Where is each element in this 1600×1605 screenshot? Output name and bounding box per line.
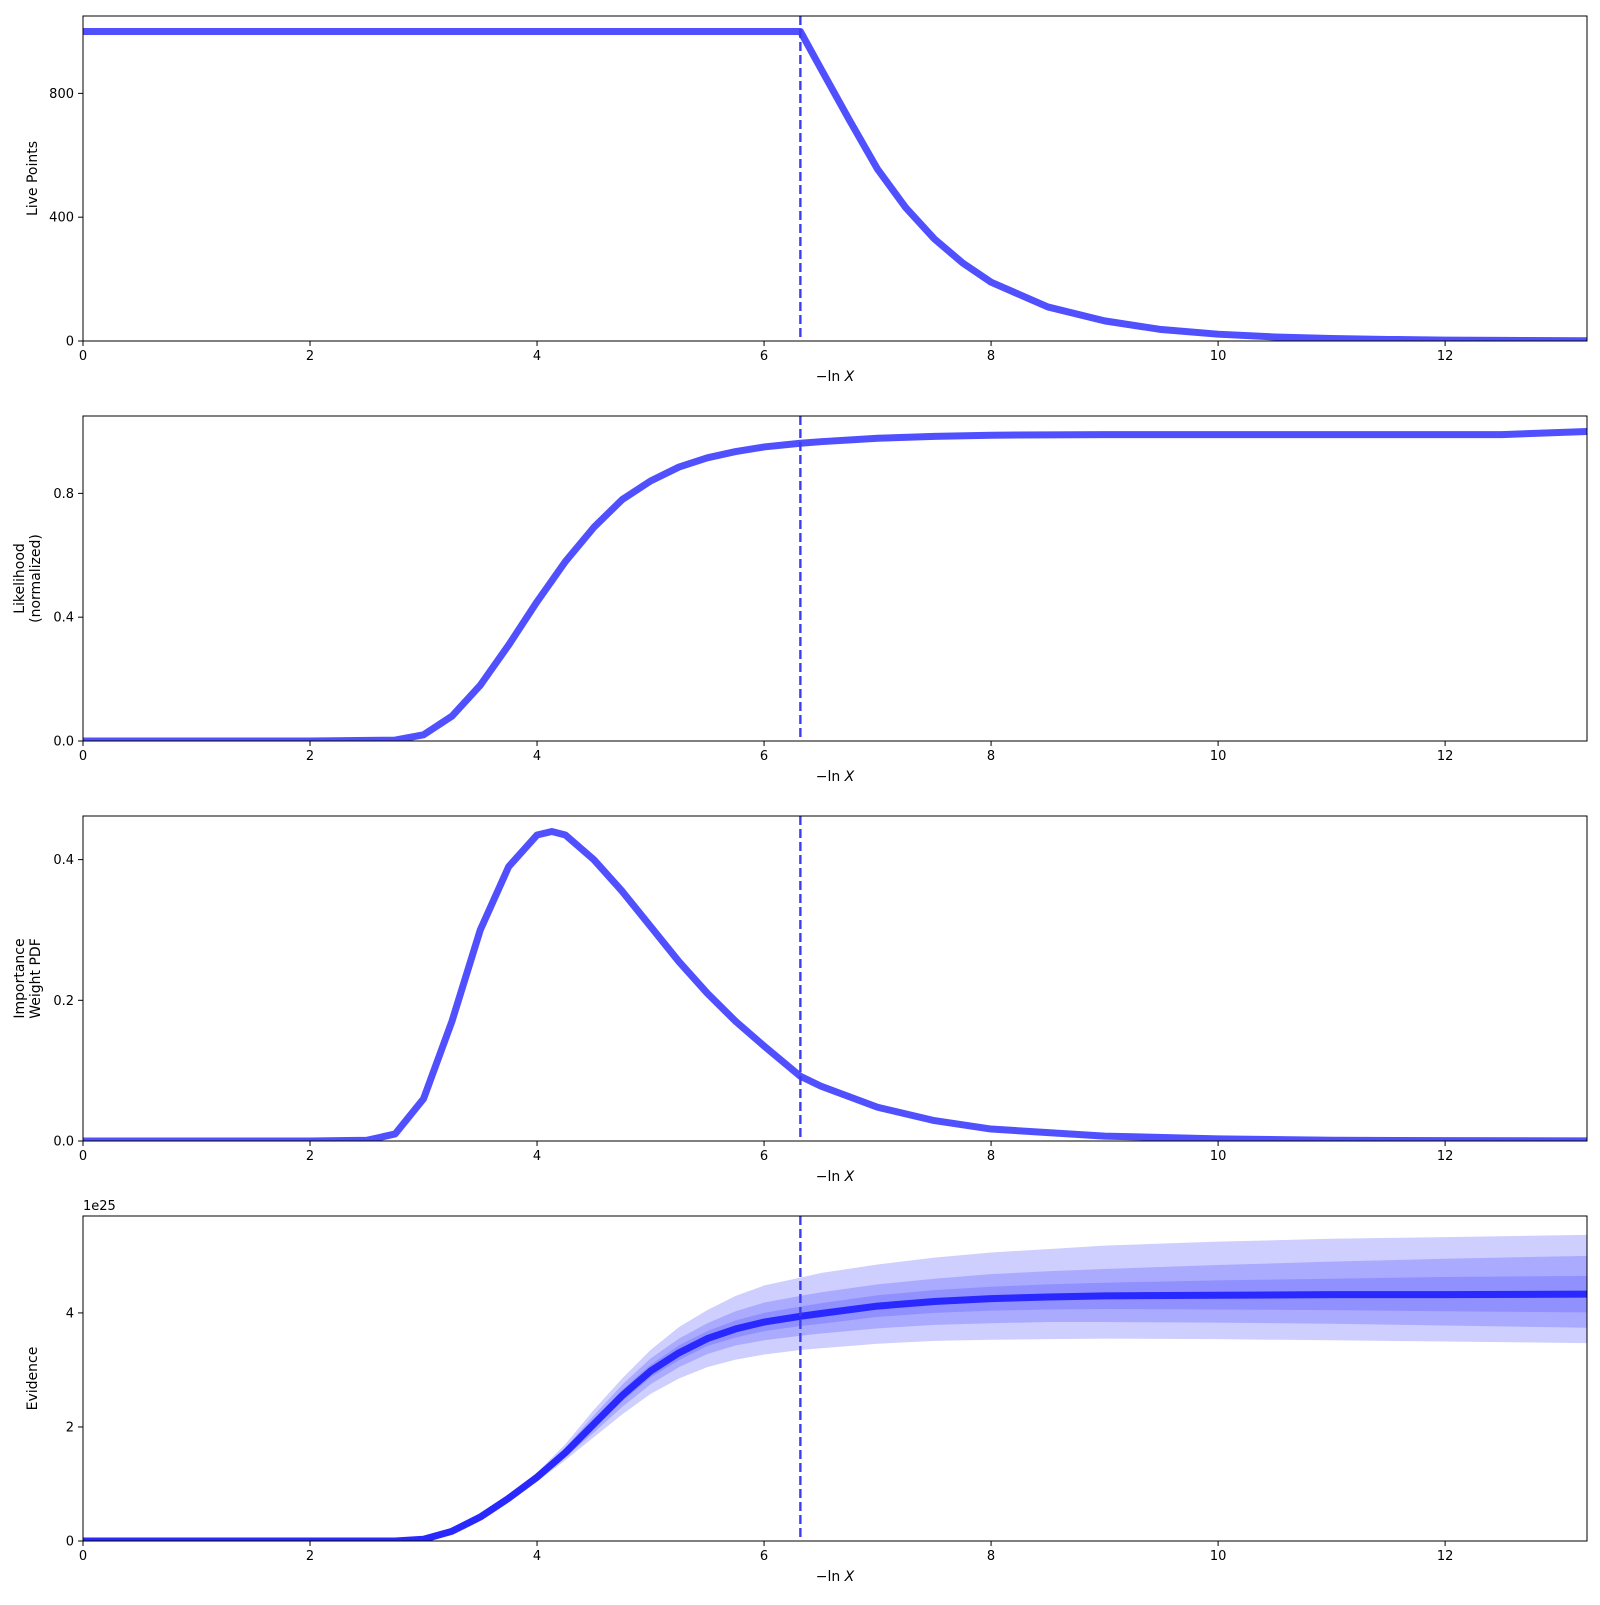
y-tick-label: 0.4 [53,611,74,626]
plot-area [83,16,1587,341]
x-tick-label: 2 [306,749,314,764]
y-tick-label: 0 [66,335,74,350]
y-tick-label: 0.0 [53,1135,74,1150]
y-axis-label: (normalized) [28,534,44,623]
x-tick-label: 2 [306,1149,314,1164]
x-tick-label: 0 [79,749,87,764]
axes-frame [82,415,1588,742]
x-tick-label: 12 [1437,1149,1454,1164]
y-axis-label: Evidence [25,1347,41,1411]
evidence-band-1-sigma [83,1275,1587,1541]
y-scale-offset-label: 1e25 [83,1199,116,1214]
x-tick-label: 4 [533,749,541,764]
x-axis-label-var: X [844,369,855,385]
x-tick-label: 8 [987,349,995,364]
x-axis-label-op: −ln [816,769,845,785]
x-axis-label: −ln X [816,369,855,385]
x-tick-label: 2 [306,349,314,364]
x-tick-label: 10 [1210,1549,1227,1564]
x-axis-label-op: −ln [816,1169,845,1185]
x-tick-label: 8 [987,1549,995,1564]
panel-2: 0 2 4 6 8 10 12 0.0 0.4 0.8 −ln X Likelihood (normal… [12,415,1588,785]
series-line [83,827,1587,1141]
panel-1: 0 2 4 6 8 10 12 0 400 800 −ln X Live Points [25,15,1588,385]
x-axis-label: −ln X [816,769,855,785]
x-tick-label: 2 [306,1549,314,1564]
x-tick-label: 0 [79,1149,87,1164]
x-axis-label-op: −ln [816,369,845,385]
x-axis-label: −ln X [816,1169,855,1185]
x-tick-label: 12 [1437,749,1454,764]
axes-frame [82,815,1588,1142]
series-line [83,427,1587,741]
y-tick-label: 4 [66,1306,74,1321]
x-tick-label: 8 [987,749,995,764]
x-axis-label: −ln X [816,1569,855,1585]
plot-area [83,416,1587,741]
plot-area [83,816,1587,1141]
x-tick-label: 8 [987,1149,995,1164]
x-axis-label-var: X [844,1169,855,1185]
y-tick-label: 0.2 [53,994,74,1009]
y-tick-label: 0.0 [53,735,74,750]
y-axis-label: Live Points [25,141,41,216]
y-tick-label: 0.8 [53,487,74,502]
x-tick-label: 0 [79,349,87,364]
y-tick-label: 2 [66,1420,74,1435]
x-axis-label-var: X [844,1569,855,1585]
y-axis-label: Importance [12,938,28,1018]
x-tick-label: 12 [1437,1549,1454,1564]
plot-area [83,1216,1587,1541]
panel-3: 0 2 4 6 8 10 12 0.0 0.2 0.4 −ln X Importance Weight … [12,815,1588,1185]
series-line [83,27,1587,341]
y-tick-label: 0.4 [53,853,74,868]
x-tick-label: 6 [760,749,768,764]
axes-frame [82,1215,1588,1542]
y-axis-label: Weight PDF [28,938,44,1019]
evidence-band-3-sigma [83,1234,1587,1541]
x-tick-label: 6 [760,1149,768,1164]
y-tick-label: 800 [49,87,74,102]
x-tick-label: 10 [1210,1149,1227,1164]
x-axis-label-op: −ln [816,1569,845,1585]
x-tick-label: 6 [760,349,768,364]
x-tick-label: 4 [533,349,541,364]
x-tick-label: 12 [1437,349,1454,364]
evidence-median-line [83,1290,1587,1541]
axes-frame [82,15,1588,342]
y-tick-label: 0 [66,1535,74,1550]
x-tick-label: 4 [533,1149,541,1164]
x-tick-label: 4 [533,1549,541,1564]
x-tick-label: 10 [1210,349,1227,364]
y-tick-label: 400 [49,211,74,226]
y-axis-label: Likelihood [12,543,28,614]
x-tick-label: 0 [79,1549,87,1564]
panel-4: 0 2 4 6 8 10 12 0 2 4 −ln X Evidence 1e25 [25,1199,1588,1585]
x-tick-label: 6 [760,1549,768,1564]
x-tick-label: 10 [1210,749,1227,764]
x-axis-label-var: X [844,769,855,785]
